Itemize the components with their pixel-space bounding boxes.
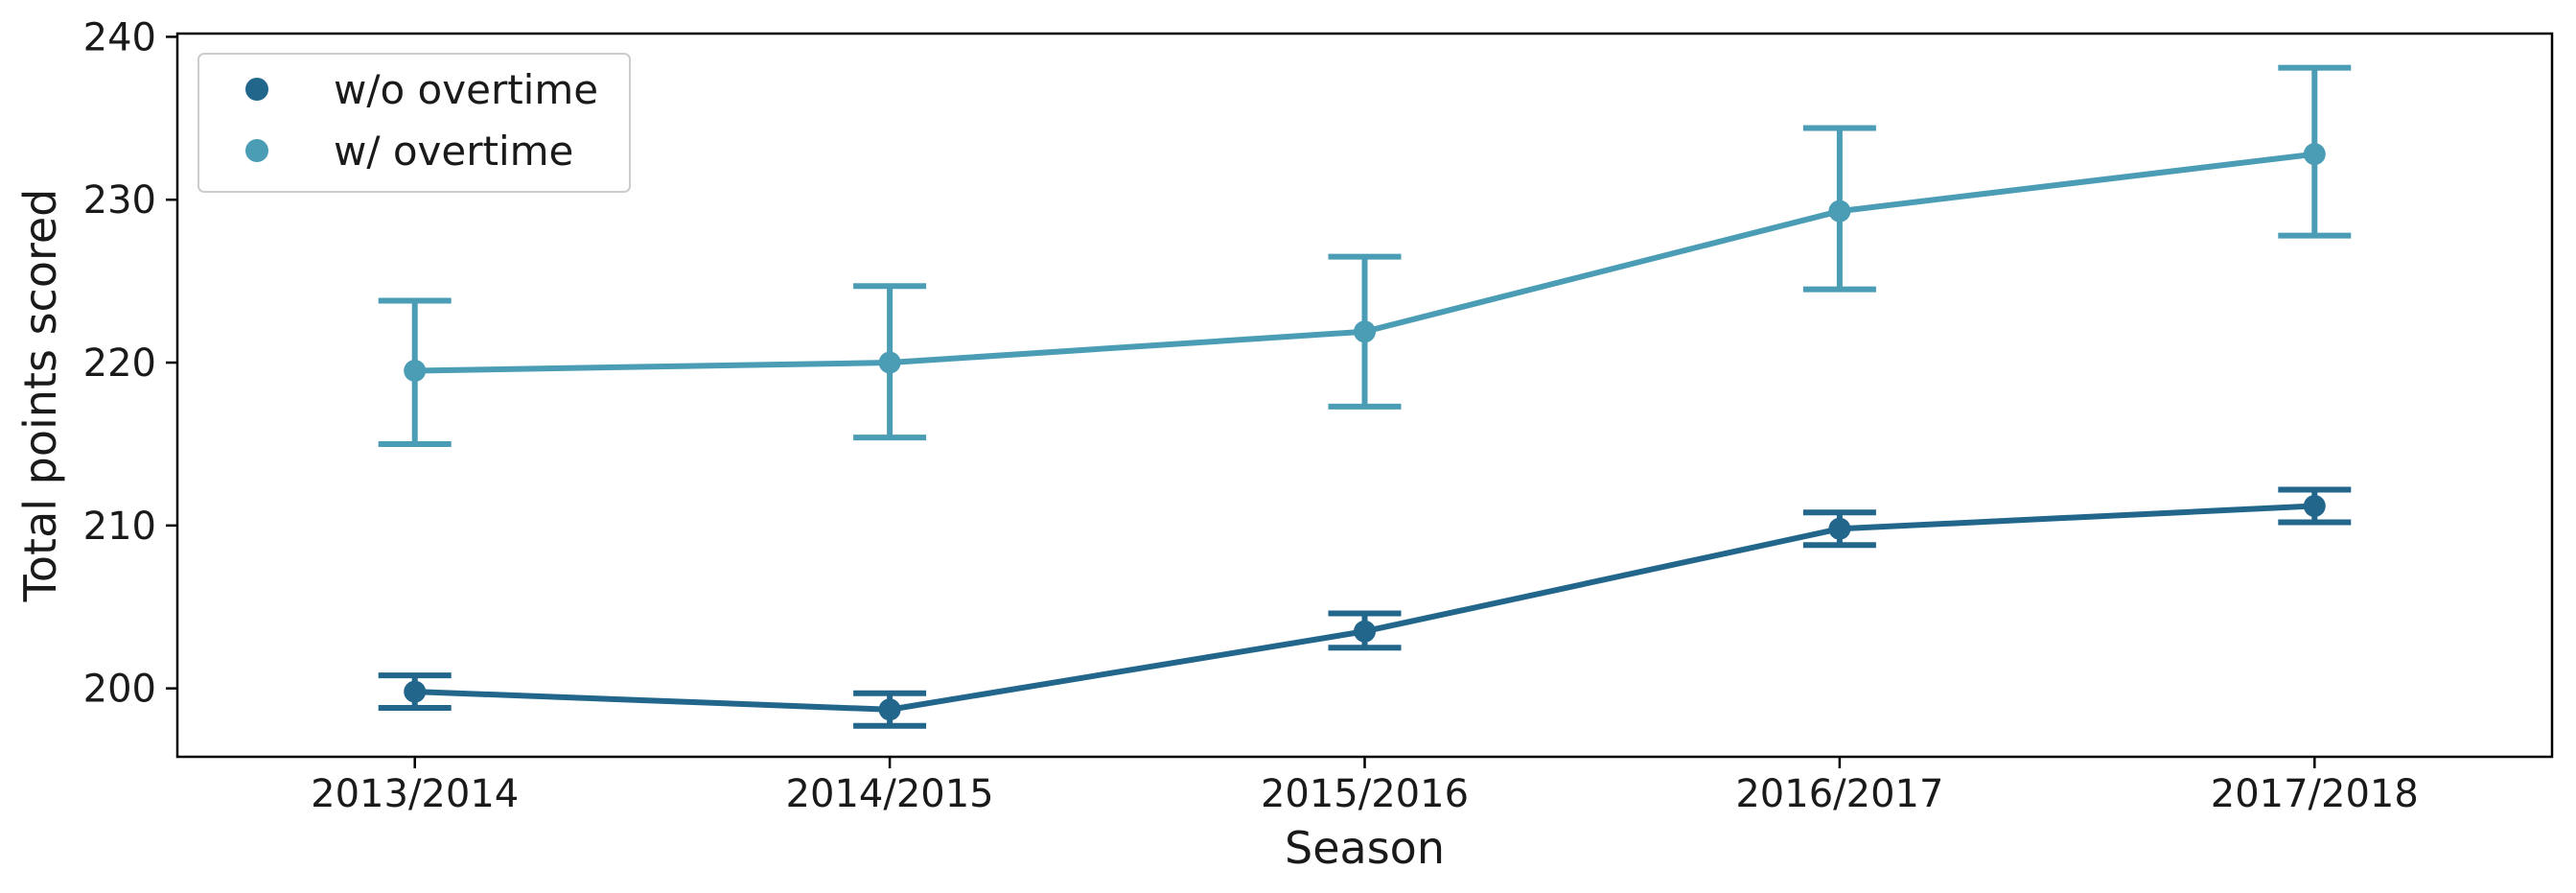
x-axis-ticks: 2013/2014 2014/2015 2015/2016 2016/2017 2017… bbox=[311, 757, 2419, 816]
data-point bbox=[878, 351, 901, 374]
x-tick-label: 2017/2018 bbox=[2211, 772, 2419, 816]
legend: w/o overtime w/ overtime bbox=[197, 53, 631, 193]
data-point bbox=[404, 360, 427, 383]
y-tick-label: 200 bbox=[83, 668, 156, 712]
series-line bbox=[414, 503, 2315, 713]
x-axis-title: Season bbox=[1285, 822, 1445, 874]
y-tick-label: 220 bbox=[83, 341, 156, 386]
legend-label-w-overtime: w/ overtime bbox=[334, 128, 573, 175]
data-point bbox=[1354, 320, 1376, 343]
legend-box bbox=[197, 53, 631, 193]
y-tick-label: 210 bbox=[83, 505, 156, 549]
series-0 bbox=[378, 486, 2352, 729]
series-1 bbox=[378, 64, 2352, 447]
data-point bbox=[1354, 620, 1376, 643]
y-tick-label: 240 bbox=[83, 15, 156, 59]
data-point bbox=[2303, 143, 2326, 166]
data-point bbox=[2303, 494, 2326, 517]
x-tick-label: 2015/2016 bbox=[1261, 772, 1469, 816]
plot-series bbox=[378, 64, 2352, 729]
legend-label-wo-overtime: w/o overtime bbox=[334, 66, 598, 113]
y-axis-ticks: 200 210 220 230 240 bbox=[83, 15, 177, 712]
x-tick-label: 2014/2015 bbox=[786, 772, 994, 816]
data-point bbox=[878, 698, 901, 721]
data-point bbox=[404, 680, 427, 703]
y-tick-label: 230 bbox=[83, 178, 156, 223]
legend-marker-wo-overtime bbox=[245, 78, 268, 101]
data-point bbox=[1828, 517, 1851, 540]
data-point bbox=[1828, 200, 1851, 223]
y-axis-title: Total points scored bbox=[14, 189, 66, 603]
x-tick-label: 2016/2017 bbox=[1735, 772, 1943, 816]
legend-marker-w-overtime bbox=[245, 139, 268, 162]
x-tick-label: 2013/2014 bbox=[311, 772, 519, 816]
